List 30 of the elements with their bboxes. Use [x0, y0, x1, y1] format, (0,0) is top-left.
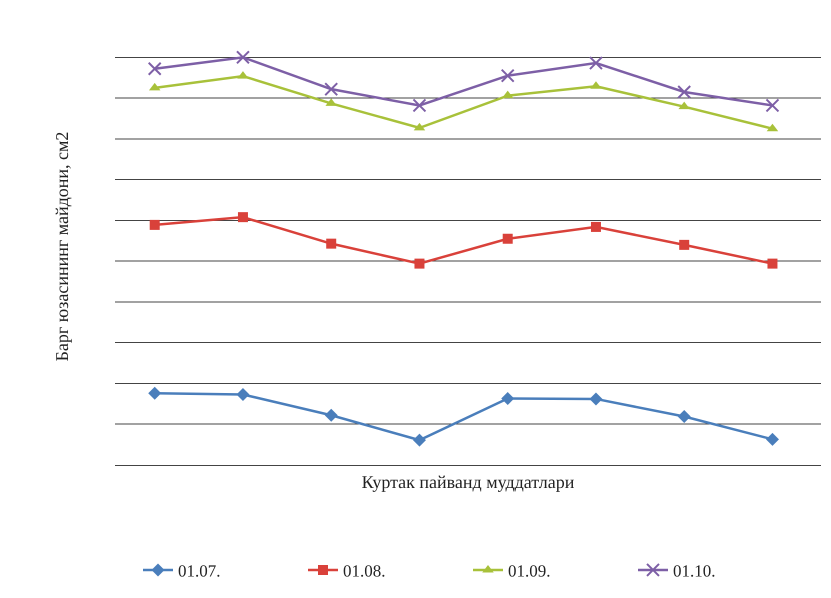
- legend-label: 01.09.: [508, 562, 550, 581]
- point: [678, 410, 691, 423]
- point: [589, 392, 602, 406]
- point: [324, 82, 338, 96]
- point: [412, 434, 426, 447]
- point: [767, 258, 778, 269]
- point: [590, 222, 601, 232]
- point: [324, 408, 338, 422]
- point: [148, 62, 162, 76]
- legend-label: 01.07.: [178, 562, 220, 581]
- point: [502, 234, 513, 244]
- point: [766, 432, 779, 446]
- legend-label: 01.10.: [673, 562, 716, 581]
- point: [238, 212, 248, 222]
- point: [500, 68, 515, 83]
- point: [150, 220, 160, 230]
- point: [679, 240, 690, 250]
- point: [588, 56, 603, 70]
- point: [236, 388, 250, 401]
- y-axis-title: Барг юзасининг майдони, см2: [52, 132, 72, 362]
- point: [414, 258, 424, 269]
- point: [412, 98, 426, 112]
- point: [326, 238, 336, 249]
- point: [236, 50, 250, 64]
- point: [501, 392, 514, 406]
- point: [148, 386, 162, 400]
- legend-label: 01.08.: [343, 562, 386, 581]
- x-axis-title: Куртак пайванд муддатлари: [362, 472, 575, 492]
- point: [677, 85, 692, 99]
- point: [765, 98, 780, 112]
